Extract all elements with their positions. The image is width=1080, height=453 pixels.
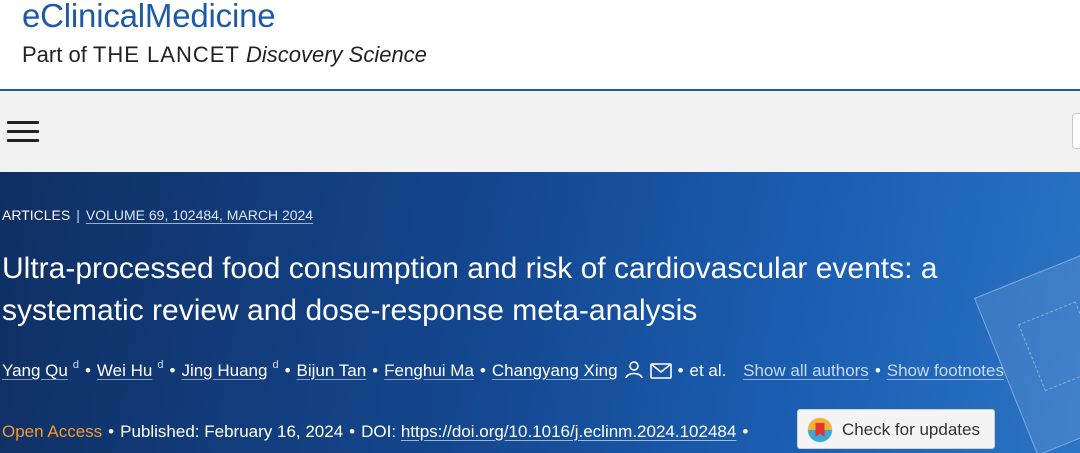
author-link[interactable]: Changyang Xing (491, 361, 618, 380)
separator-dot: • (349, 422, 356, 441)
separator-dot: • (742, 422, 749, 441)
hamburger-menu-icon[interactable] (7, 119, 39, 145)
published-date: February 16, 2024 (204, 422, 344, 441)
show-footnotes-link[interactable]: Show footnotes (886, 361, 1004, 380)
part-suffix: Discovery Science (239, 42, 427, 67)
separator-dot: • (169, 361, 176, 380)
volume-link[interactable]: VOLUME 69, 102484, MARCH 2024 (85, 207, 314, 223)
author-link[interactable]: Jing Huang (181, 361, 268, 380)
article-banner: ARTICLES | VOLUME 69, 102484, MARCH 2024 U… (0, 172, 1080, 453)
author-affiliation[interactable]: d (272, 359, 279, 371)
separator-dot: • (284, 361, 291, 380)
separator-dot: • (874, 361, 881, 380)
published-label: Published: (120, 422, 200, 441)
separator-dot: • (479, 361, 486, 380)
header-divider (0, 89, 1080, 91)
menu-line (7, 139, 39, 142)
separator-dot: • (84, 361, 91, 380)
journal-part-of: Part of THE LANCET Discovery Science (22, 42, 427, 68)
person-icon[interactable] (624, 361, 644, 379)
author-list: Yang Qu d • Wei Hu d • Jing Huang d • Bijun Tan • F… (2, 354, 1004, 382)
separator-dot (732, 361, 737, 380)
crossmark-icon (807, 417, 833, 443)
nav-search-button-edge[interactable] (1072, 113, 1080, 149)
article-type: ARTICLES (2, 207, 71, 223)
article-meta: ARTICLES | VOLUME 69, 102484, MARCH 2024 (2, 206, 313, 224)
author-link[interactable]: Bijun Tan (296, 361, 367, 380)
show-all-authors-link[interactable]: Show all authors (743, 361, 869, 380)
separator-dot: • (372, 361, 379, 380)
author-affiliation[interactable]: d (157, 359, 164, 371)
part-prefix: Part of (22, 42, 93, 67)
separator-dot: • (108, 422, 115, 441)
publication-info: Open Access • Published: February 16, 2024… (2, 421, 754, 443)
meta-separator: | (76, 207, 80, 223)
journal-name[interactable]: eClinicalMedicine (22, 0, 276, 34)
author-affiliation[interactable]: d (72, 359, 79, 371)
journal-header: eClinicalMedicine Part of THE LANCET Dis… (0, 0, 1080, 91)
check-for-updates-button[interactable]: Check for updates (797, 409, 995, 449)
menu-line (7, 121, 39, 124)
doi-link[interactable]: https://doi.org/10.1016/j.eclinm.2024.10… (400, 422, 737, 441)
author-link[interactable]: Wei Hu (96, 361, 153, 380)
menu-line (7, 130, 39, 133)
nav-bar (0, 91, 1080, 172)
separator-dot: • (677, 361, 684, 380)
article-title: Ultra-processed food consumption and ris… (2, 252, 938, 327)
check-for-updates-label: Check for updates (842, 420, 980, 439)
open-access-label[interactable]: Open Access (2, 422, 103, 441)
doi-label: DOI: (361, 422, 397, 441)
author-link[interactable]: Yang Qu (2, 361, 68, 380)
envelope-icon[interactable] (649, 363, 672, 379)
author-link[interactable]: Fenghui Ma (384, 361, 474, 380)
part-publisher: THE LANCET (92, 42, 240, 67)
et-al: et al. (689, 361, 727, 380)
